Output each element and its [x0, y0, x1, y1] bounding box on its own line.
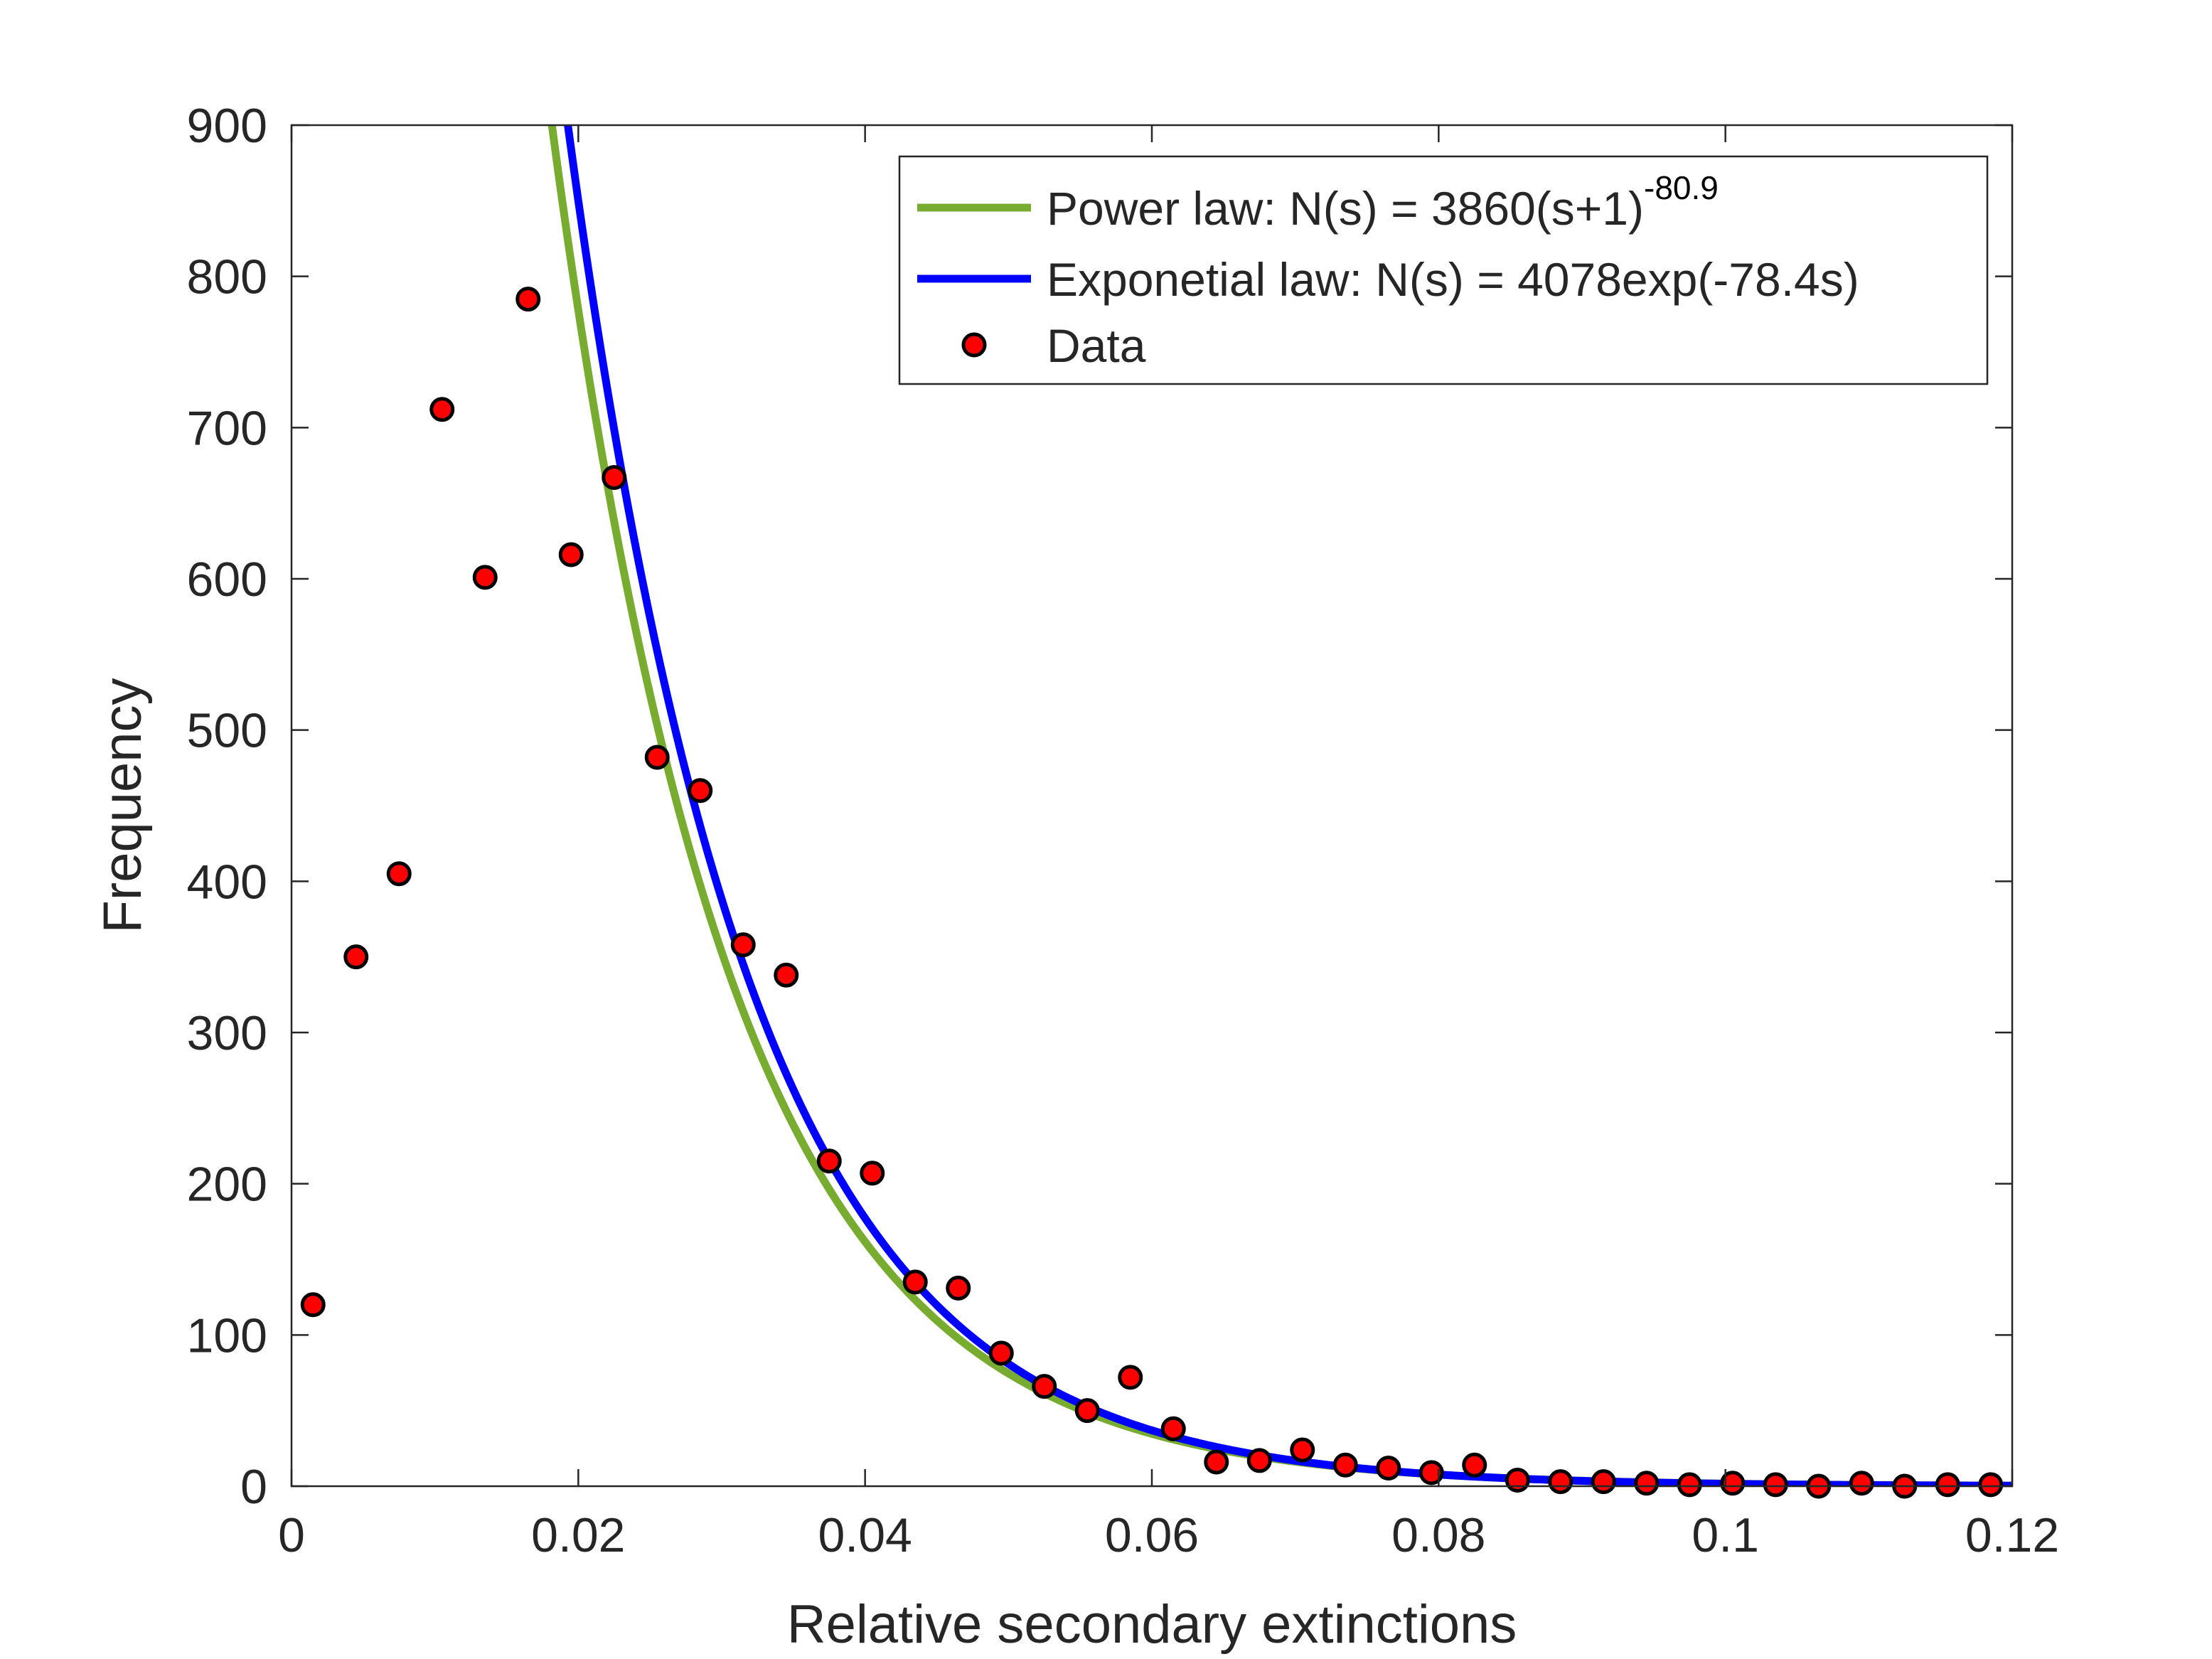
- legend-power-exponent: -80.9: [1644, 169, 1719, 206]
- legend: Power law: N(s) = 3860(s+1)-80.9 Exponet…: [898, 155, 1989, 385]
- y-tick-label: 600: [187, 553, 267, 607]
- x-tick-label: 0.08: [1391, 1508, 1485, 1562]
- y-tick-label: 700: [187, 401, 267, 455]
- data-point: [1376, 1455, 1401, 1481]
- data-point: [343, 944, 369, 970]
- data-point: [472, 565, 498, 590]
- legend-power-formula: Power law: N(s) = 3860(s+1): [1047, 182, 1644, 235]
- data-point: [1332, 1452, 1358, 1478]
- data-point: [1118, 1365, 1143, 1390]
- data-point: [1634, 1471, 1660, 1496]
- data-point: [644, 745, 670, 770]
- data-point: [1935, 1472, 1960, 1498]
- data-point: [602, 465, 627, 491]
- y-tick-label: 900: [187, 99, 267, 153]
- axis-ticks: [290, 124, 2014, 1488]
- data-point: [1591, 1469, 1616, 1495]
- data-point: [1204, 1449, 1229, 1475]
- y-tick-label: 200: [187, 1158, 267, 1212]
- data-point: [1677, 1472, 1702, 1498]
- data-point: [988, 1340, 1014, 1366]
- x-tick-label: 0.04: [818, 1508, 912, 1562]
- y-tick-labels: 0 100 200 300 400 500 600 700 800 900: [187, 99, 267, 1514]
- legend-data-label: Data: [1047, 319, 1146, 372]
- y-tick-label: 800: [187, 250, 267, 304]
- y-tick-label: 300: [187, 1006, 267, 1060]
- legend-data-marker: [961, 332, 987, 358]
- data-point: [1505, 1467, 1530, 1493]
- x-tick-label: 0.1: [1692, 1508, 1759, 1562]
- data-point: [1074, 1398, 1100, 1424]
- y-tick-label: 400: [187, 855, 267, 909]
- y-axis-label: Frequency: [92, 678, 153, 933]
- data-point: [1548, 1469, 1573, 1495]
- legend-exp-label: Exponetial law: N(s) = 4078exp(-78.4s): [1047, 253, 1859, 306]
- data-point: [902, 1269, 928, 1295]
- data-point: [730, 932, 756, 958]
- x-tick-label: 0.06: [1105, 1508, 1199, 1562]
- data-point: [1720, 1471, 1746, 1496]
- data-point: [1978, 1472, 2004, 1498]
- data-point: [1763, 1472, 1788, 1498]
- data-point: [1246, 1448, 1272, 1473]
- legend-power-label: Power law: N(s) = 3860(s+1)-80.9: [1047, 169, 1719, 235]
- y-tick-label: 500: [187, 704, 267, 758]
- data-point: [688, 778, 713, 804]
- data-point: [1849, 1471, 1874, 1496]
- data-point: [1160, 1416, 1186, 1441]
- x-tick-label: 0: [278, 1508, 305, 1562]
- data-point: [429, 397, 455, 422]
- data-point: [816, 1148, 842, 1174]
- data-point: [1032, 1374, 1057, 1399]
- data-point: [774, 962, 799, 988]
- x-axis-label: Relative secondary extinctions: [787, 1594, 1517, 1655]
- data-point: [1290, 1437, 1315, 1463]
- data-point: [946, 1275, 971, 1301]
- y-tick-label: 0: [240, 1460, 267, 1514]
- data-point: [558, 542, 584, 567]
- data-point: [515, 287, 541, 312]
- x-tick-labels: 0 0.02 0.04 0.06 0.08 0.1 0.12: [278, 1508, 2059, 1562]
- data-point: [1418, 1460, 1444, 1485]
- data-point: [386, 861, 412, 887]
- data-point: [1462, 1452, 1487, 1478]
- x-tick-label: 0.02: [531, 1508, 625, 1562]
- data-point: [860, 1161, 885, 1186]
- data-point: [300, 1292, 326, 1318]
- legend-box: [898, 155, 1989, 385]
- x-tick-label: 0.12: [1965, 1508, 2059, 1562]
- y-tick-label: 100: [187, 1308, 267, 1362]
